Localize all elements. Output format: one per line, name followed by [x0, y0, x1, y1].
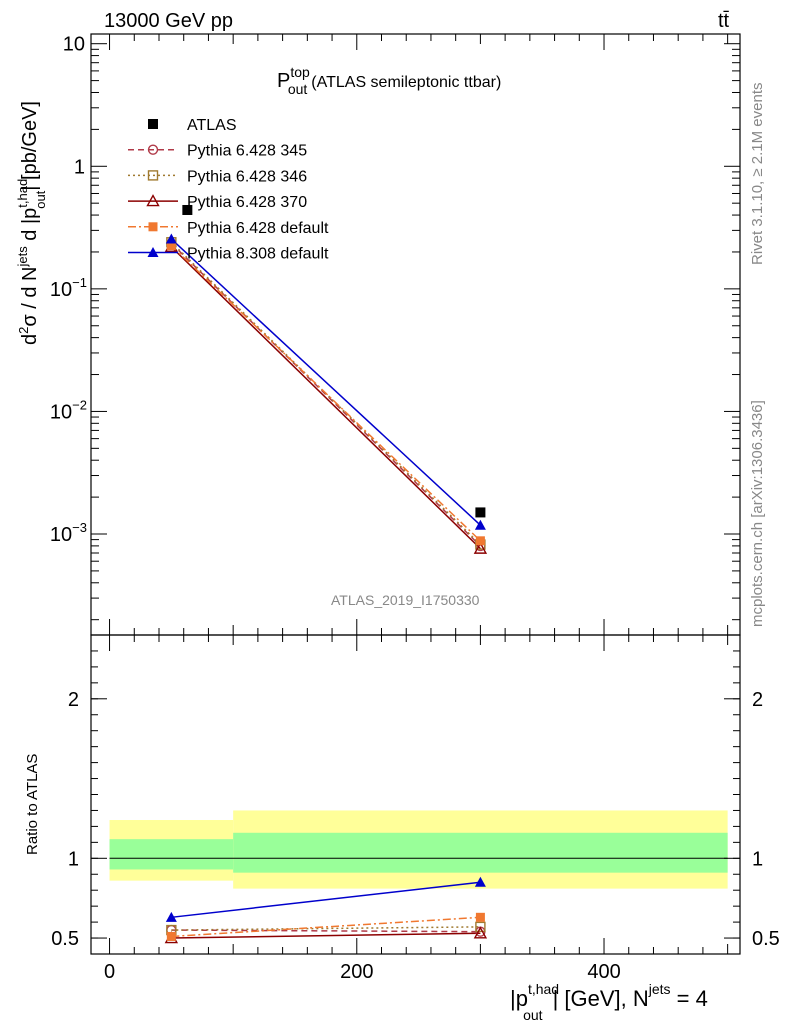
legend-label: Pythia 6.428 346: [187, 168, 307, 185]
x-tick-label: 200: [340, 961, 373, 983]
ratio-tick-label: 2: [68, 689, 79, 711]
x-axis-label: |pt,had out| [GeV], Njets = 4: [510, 981, 708, 1023]
mcplots-label: mcplots.cern.ch [arXiv:1306.3436]: [749, 400, 766, 627]
data-marker: [475, 921, 486, 933]
x-tick-label: 0: [104, 961, 115, 983]
data-marker: [165, 233, 177, 244]
legend: ATLAS Pythia 6.428 345 Pythia 6.428 346 Pyt…: [128, 117, 329, 263]
legend-label: Pythia 6.428 345: [187, 143, 307, 160]
ratio-tick-label-right: 2: [752, 689, 763, 711]
data-marker: [146, 194, 160, 207]
data-marker: [147, 144, 159, 155]
data-marker: [473, 541, 488, 554]
data-marker: [165, 911, 177, 922]
uncertainty-band-inner: [233, 832, 728, 873]
data-marker: [182, 204, 193, 215]
data-marker: [475, 912, 485, 922]
x-tick-label: 400: [587, 961, 620, 983]
legend-label: Pythia 6.428 370: [187, 194, 307, 211]
analysis-watermark: ATLAS_2019_I1750330: [331, 592, 480, 608]
ratio-frame: [90, 634, 741, 955]
ratio-tick-label: 1: [68, 848, 79, 870]
plot-title: Ptop out (ATLAS semileptonic ttbar): [277, 64, 501, 97]
series-line: [170, 238, 481, 526]
ratio-series-line: [171, 932, 481, 939]
legend-label: Pythia 6.428 default: [187, 220, 329, 237]
ratio-series-line: [171, 916, 481, 938]
y-tick-label: 10−1: [50, 275, 87, 301]
series-line: [170, 246, 481, 550]
data-marker: [474, 876, 486, 887]
ratio-tick-label-right: 1: [752, 848, 763, 870]
data-marker: [148, 222, 158, 232]
header-energy: 13000 GeV pp: [104, 10, 233, 32]
data-marker: [147, 247, 159, 257]
y-tick-label: 10−3: [50, 520, 87, 546]
data-marker: [473, 926, 488, 939]
uncertainty-band-inner: [109, 839, 234, 870]
ratio-y-axis-label: Ratio to ATLAS: [24, 754, 41, 855]
data-marker: [166, 931, 176, 941]
ratio-series-line: [171, 881, 481, 919]
y-tick-label: 10−2: [50, 397, 87, 423]
ratio-plot-area: 0 200 400 2 2 1 1 0.5 0.5: [51, 634, 780, 983]
data-marker: [147, 170, 159, 181]
data-marker: [474, 519, 486, 530]
ratio-series-line: [171, 926, 481, 931]
series-line: [170, 242, 481, 547]
legend-label: ATLAS: [187, 117, 237, 134]
y-tick-label: 10: [63, 34, 85, 56]
ratio-series-line: [171, 929, 481, 933]
legend-label: Pythia 8.308 default: [187, 246, 329, 263]
y-tick-label: 1: [74, 156, 85, 178]
data-marker: [475, 507, 486, 518]
rivet-version-label: Rivet 3.1.10, ≥ 2.1M events: [749, 83, 766, 266]
data-marker: [475, 536, 485, 546]
series-line: [170, 245, 481, 542]
main-y-axis-label: d2σ / d Njets d |pt,had out| [pb/GeV]: [15, 101, 48, 345]
main-plot-area: 10 1 10−1 10−2 10−3: [50, 33, 741, 651]
data-marker: [148, 119, 158, 129]
data-marker: [166, 241, 176, 251]
ratio-tick-label-right: 0.5: [752, 928, 780, 950]
header-process: tt̄: [718, 10, 730, 32]
ratio-tick-label: 0.5: [51, 928, 79, 950]
